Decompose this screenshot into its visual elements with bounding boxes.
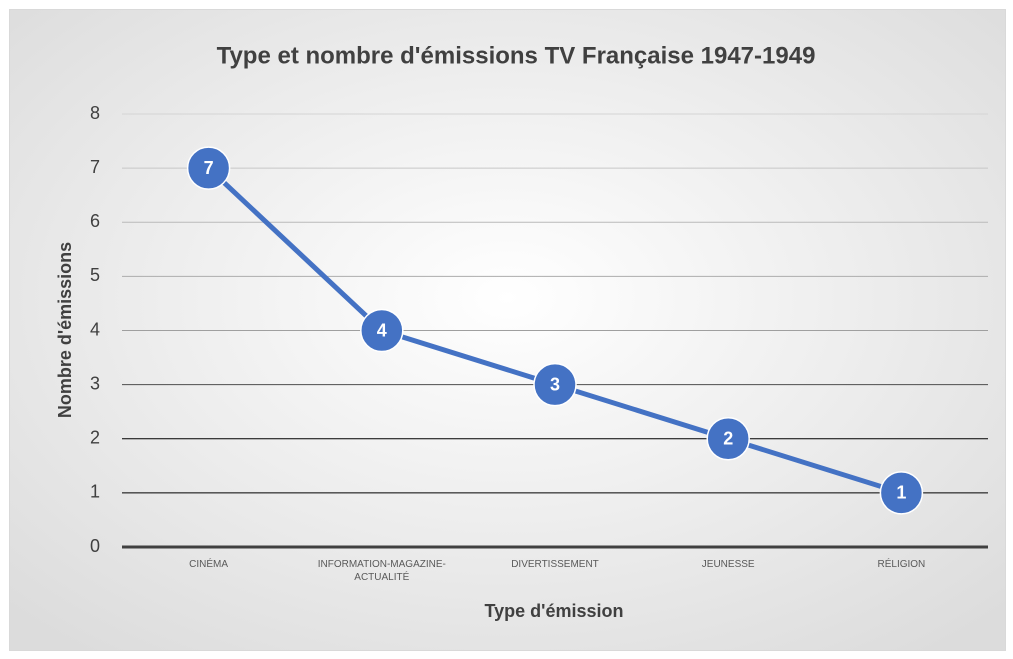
y-tick-label: 0 bbox=[90, 536, 100, 556]
x-tick-label: INFORMATION-MAGAZINE-ACTUALITÉ bbox=[317, 559, 446, 583]
y-tick-label: 2 bbox=[90, 428, 100, 448]
x-axis-title: Type d'émission bbox=[485, 601, 624, 621]
y-tick-label: 3 bbox=[90, 373, 100, 393]
x-tick-label: JEUNESSE bbox=[701, 559, 755, 570]
y-tick-label: 5 bbox=[90, 265, 100, 285]
data-label: 4 bbox=[377, 320, 387, 340]
marker bbox=[186, 146, 231, 190]
marker bbox=[879, 471, 924, 515]
y-tick-label: 6 bbox=[90, 211, 100, 231]
data-label: 2 bbox=[723, 429, 733, 449]
x-tick-label: DIVERTISSEMENT bbox=[511, 559, 599, 570]
x-tick-label: CINÉMA bbox=[189, 559, 229, 570]
y-tick-label: 1 bbox=[90, 482, 100, 502]
data-label: 7 bbox=[204, 158, 214, 178]
x-tick-label: RÉLIGION bbox=[877, 559, 926, 570]
data-label: 3 bbox=[550, 374, 560, 394]
y-axis-title: Nombre d'émissions bbox=[55, 242, 75, 418]
marker bbox=[533, 362, 577, 407]
y-tick-label: 4 bbox=[90, 319, 100, 339]
data-label: 1 bbox=[896, 483, 906, 503]
marker bbox=[360, 308, 404, 353]
marker bbox=[706, 417, 750, 461]
y-tick-label: 7 bbox=[90, 157, 100, 177]
chart-title: Type et nombre d'émissions TV Française … bbox=[217, 42, 816, 69]
y-tick-label: 8 bbox=[90, 103, 100, 123]
